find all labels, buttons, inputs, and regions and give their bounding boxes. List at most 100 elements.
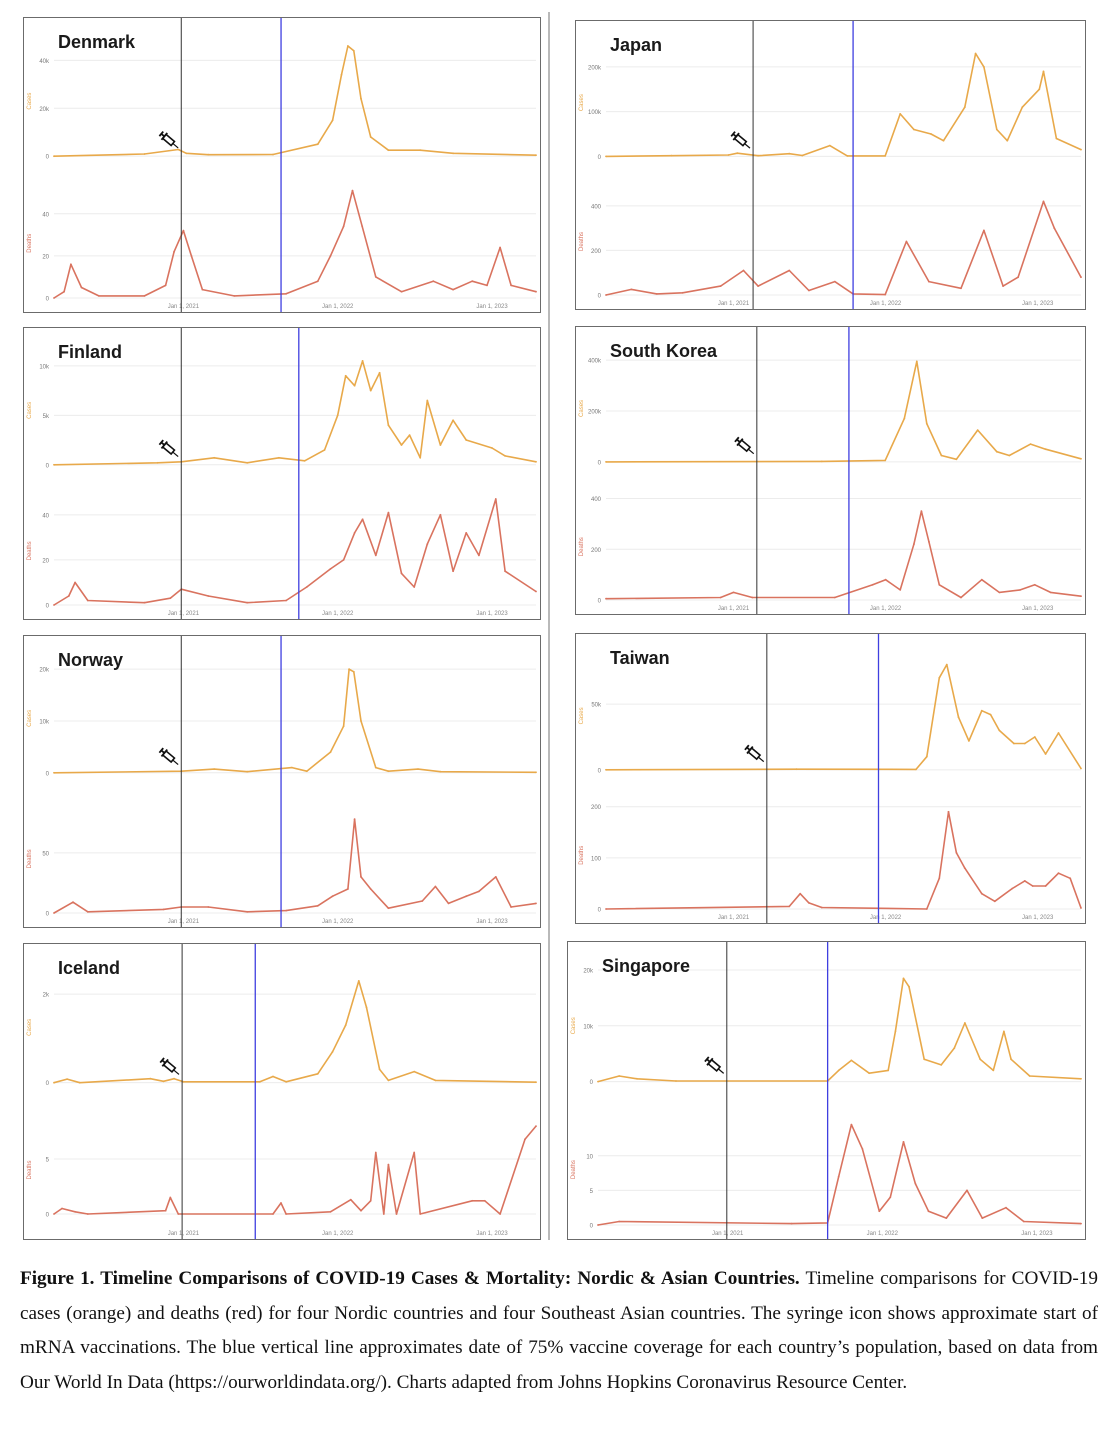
deaths-data-point (1022, 1220, 1025, 1223)
deaths-data-point (605, 908, 607, 910)
deaths-data-point (980, 892, 983, 895)
deaths-data-point (465, 532, 468, 534)
cases-data-point (1080, 1077, 1082, 1080)
cases-data-point (1055, 137, 1058, 140)
cases-data-point (1028, 1075, 1031, 1077)
deaths-data-point (630, 288, 633, 291)
deaths-data-point (757, 285, 759, 287)
deaths-data-point (960, 287, 962, 290)
cases-data-point (940, 1064, 943, 1066)
chart-title: Finland (58, 342, 122, 362)
cases-axis-label: Cases (27, 93, 33, 110)
deaths-data-point (285, 1213, 287, 1215)
cases-data-point (342, 725, 345, 728)
deaths-data-point (419, 1213, 422, 1215)
cases-data-point (439, 770, 442, 773)
deaths-data-point (980, 578, 983, 581)
deaths-data-point (535, 290, 537, 293)
deaths-data-point (788, 905, 791, 908)
deaths-data-point (998, 591, 1001, 594)
cases-data-point (156, 461, 159, 464)
deaths-data-point (719, 285, 722, 287)
deaths-y-tick-label: 0 (46, 297, 50, 303)
deaths-data-point (889, 1196, 892, 1199)
cases-data-point (795, 768, 798, 771)
chart-title: Iceland (58, 958, 121, 978)
deaths-data-point (884, 293, 887, 296)
deaths-data-point (742, 269, 745, 272)
deaths-data-point (1005, 1206, 1007, 1209)
cases-data-point (305, 770, 308, 773)
deaths-data-point (190, 255, 193, 257)
cases-data-point (348, 668, 350, 671)
deaths-data-point (70, 263, 72, 266)
deaths-data-point (280, 1202, 282, 1204)
x-tick-label: Jan 1, 2022 (322, 304, 354, 310)
deaths-axis-label: Deaths (571, 1160, 577, 1179)
deaths-series-line (605, 811, 1082, 910)
cases-data-point (925, 755, 928, 758)
deaths-data-point (331, 895, 334, 898)
cases-data-point (491, 447, 493, 449)
cases-axis-label: Cases (27, 710, 33, 727)
deaths-data-point (316, 280, 319, 283)
deaths-data-point (305, 586, 308, 588)
deaths-data-point (1031, 885, 1034, 887)
cases-data-point (998, 729, 1001, 732)
cases-data-point (417, 768, 419, 770)
cases-data-point (979, 1058, 982, 1061)
cases-data-point (361, 360, 364, 362)
deaths-series-line (605, 200, 1082, 296)
figure-grid: 0 20k 40k Cases 0 20 40 Deaths Jan 1, 2021 Jan 1,… (23, 12, 1086, 1240)
cases-data-point (535, 1081, 537, 1084)
deaths-y-tick-label: 200 (591, 249, 602, 255)
cases-data-point (452, 419, 454, 422)
deaths-data-point (510, 906, 512, 908)
deaths-data-point (421, 900, 424, 902)
deaths-data-point (233, 295, 236, 297)
deaths-data-point (535, 1125, 537, 1127)
chart-title: Taiwan (610, 648, 670, 668)
deaths-data-point (329, 1210, 332, 1213)
deaths-data-point (478, 890, 480, 893)
cases-data-point (387, 149, 390, 152)
cases-data-point (1057, 732, 1060, 734)
deaths-data-point (465, 895, 468, 898)
x-tick-label: Jan 1, 2022 (867, 1231, 899, 1237)
syringe-icon (704, 1056, 725, 1074)
country-chart-denmark: 0 20k 40k Cases 0 20 40 Deaths Jan 1, 2021 Jan 1,… (23, 17, 541, 313)
cases-data-point (291, 766, 293, 769)
syringe-icon (159, 1057, 180, 1075)
cases-data-point (899, 113, 902, 115)
deaths-data-point (272, 1213, 274, 1215)
deaths-data-point (510, 284, 512, 287)
deaths-data-point (1033, 583, 1036, 586)
figure-caption: Figure 1. Timeline Comparisons of COVID-… (20, 1262, 1098, 1400)
deaths-data-point (927, 1210, 930, 1213)
country-chart-singapore: 0 10k 20k Cases 0 5 10 Deaths Jan 1, 2021 Jan 1, … (567, 941, 1086, 1240)
cases-data-point (149, 1077, 152, 1080)
deaths-data-point (63, 290, 65, 293)
x-tick-label: Jan 1, 2023 (1022, 915, 1054, 921)
cases-data-point (1033, 736, 1036, 738)
cases-y-tick-label: 10k (39, 364, 50, 370)
deaths-data-point (913, 543, 915, 546)
deaths-data-point (387, 1163, 390, 1166)
deaths-y-tick-label: 100 (591, 856, 602, 862)
deaths-y-tick-label: 0 (46, 1213, 50, 1219)
cases-series-line (53, 45, 537, 157)
deaths-series-line (597, 1123, 1082, 1226)
deaths-data-point (361, 225, 364, 228)
deaths-data-point (833, 280, 836, 283)
cases-data-point (976, 429, 979, 431)
deaths-data-point (993, 900, 996, 903)
cases-data-point (1080, 457, 1082, 460)
deaths-data-point (329, 568, 332, 570)
deaths-data-point (902, 1141, 905, 1143)
x-tick-label: Jan 1, 2023 (476, 1231, 508, 1237)
cases-data-point (670, 154, 673, 157)
x-tick-label: Jan 1, 2021 (712, 1231, 744, 1237)
deaths-series-line (53, 189, 537, 299)
cases-data-point (1021, 106, 1024, 109)
cases-y-tick-label: 0 (598, 460, 602, 466)
